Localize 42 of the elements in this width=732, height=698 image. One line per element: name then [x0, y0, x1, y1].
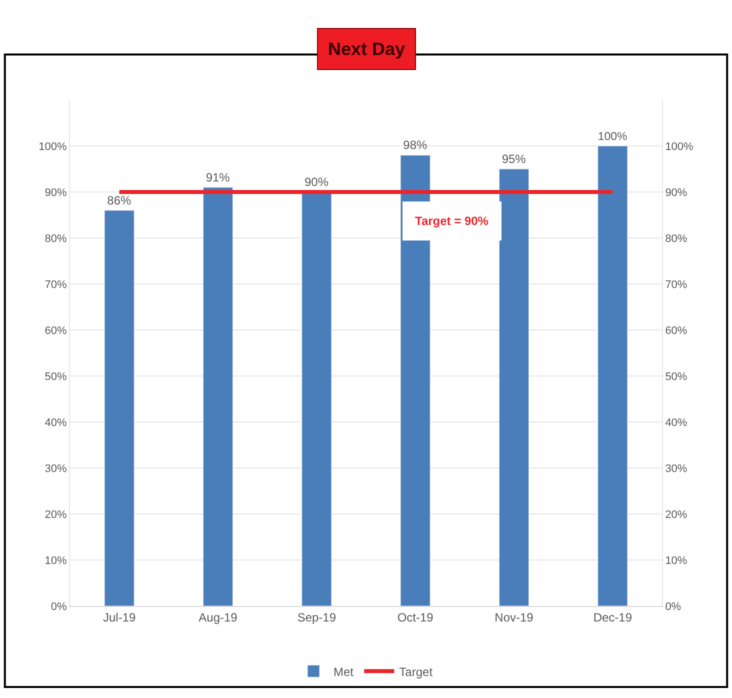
y-tick-label: 0%: [50, 600, 68, 613]
chart-title: Next Day: [328, 39, 406, 59]
y-tick-label: 60%: [44, 324, 68, 337]
y-tick-label: 100%: [38, 140, 68, 153]
data-label: 86%: [107, 193, 132, 208]
y2-tick-label: 100%: [665, 140, 694, 153]
x-tick-label: Oct-19: [397, 610, 434, 624]
y2-tick-label: 0%: [665, 600, 682, 613]
x-tick-label: Dec-19: [593, 610, 632, 624]
y-tick-label: 30%: [44, 462, 68, 475]
y2-tick-label: 80%: [665, 232, 688, 245]
y-tick-label: 80%: [44, 232, 68, 245]
y2-tick-label: 50%: [665, 370, 688, 383]
data-label: 100%: [598, 131, 628, 144]
y2-tick-label: 60%: [665, 324, 688, 337]
x-tick-label: Jul-19: [102, 610, 136, 624]
bar: [498, 168, 530, 606]
x-tick-label: Nov-19: [494, 610, 534, 624]
data-label: 90%: [304, 175, 329, 189]
data-label: 98%: [403, 138, 428, 152]
bar: [202, 187, 234, 606]
legend-label: Met: [334, 664, 354, 679]
y-tick-label: 20%: [44, 508, 68, 521]
y2-tick-label: 10%: [665, 554, 688, 567]
y-tick-label: 50%: [44, 370, 68, 383]
y2-tick-label: 90%: [665, 186, 688, 199]
y2-tick-label: 30%: [665, 462, 688, 475]
bar: [104, 210, 134, 606]
data-label: 95%: [502, 152, 526, 166]
y-tick-label: 40%: [44, 416, 68, 429]
y2-tick-label: 40%: [665, 416, 688, 429]
annotation: Target = 90%: [415, 214, 489, 228]
data-label: 91%: [206, 170, 230, 184]
y2-tick-label: 20%: [665, 508, 688, 521]
y-tick-label: 90%: [44, 186, 68, 199]
y-tick-label: 70%: [44, 278, 68, 291]
bar: [598, 146, 628, 606]
legend-label: Target: [399, 664, 434, 679]
x-tick-label: Aug-19: [198, 610, 238, 624]
x-tick-label: Sep-19: [297, 610, 336, 624]
y-tick-label: 10%: [44, 554, 68, 567]
y2-tick-label: 70%: [665, 278, 688, 291]
